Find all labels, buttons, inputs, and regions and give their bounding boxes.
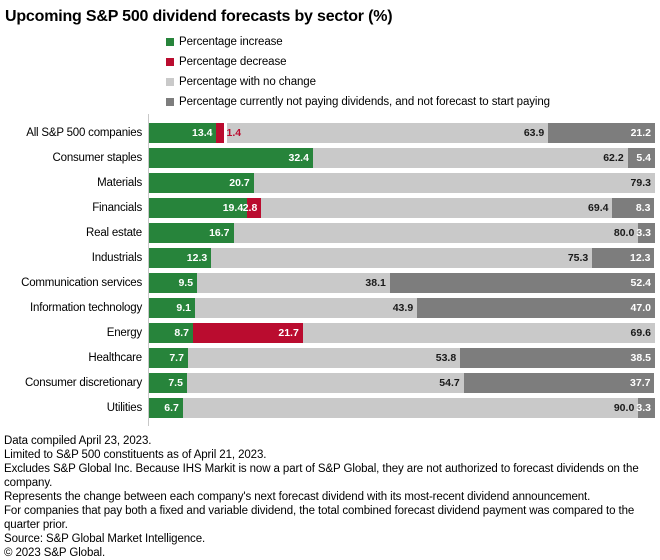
footnote-line: Represents the change between each compa… — [4, 491, 591, 503]
chart-row: Financials 19.4 2.8 69.4 8.3 — [0, 195, 660, 220]
bar-track: 20.7 79.3 — [149, 172, 655, 193]
chart-row: Consumer staples 32.4 62.2 5.4 — [0, 145, 660, 170]
bar-track: 6.7 90.0 3.3 — [149, 397, 655, 418]
bar-track: 7.7 53.8 38.5 — [149, 347, 655, 368]
legend-label-no-change: Percentage with no change — [179, 76, 316, 88]
category-label: Communication services — [21, 276, 142, 289]
legend-item-increase: Percentage increase — [166, 32, 660, 52]
bar-segment-no_change: 38.1 — [197, 272, 390, 293]
category-label: Consumer discretionary — [24, 376, 142, 389]
legend-label-increase: Percentage increase — [179, 36, 283, 48]
bar-segment-not_paying: 47.0 — [417, 297, 655, 318]
bar-segment-no_change: 54.7 — [186, 372, 464, 393]
footnote-line: Limited to S&P 500 constituents as of Ap… — [4, 449, 267, 461]
bar-segment-no_change: 69.4 — [261, 197, 613, 218]
category-label: Information technology — [30, 301, 142, 314]
chart-row: Information technology 9.1 43.9 47.0 — [0, 295, 660, 320]
bar-segment-not_paying: 21.2 — [548, 122, 655, 143]
bar-segment-increase: 32.4 — [149, 147, 313, 168]
footnote-line: Data compiled April 23, 2023. — [4, 435, 152, 447]
bar-value-label-outside: 1.4 — [224, 123, 242, 143]
legend-swatch-not-paying-icon — [166, 98, 174, 106]
bar-segment-increase: 7.5 — [149, 372, 187, 393]
bar-segment-not_paying: 38.5 — [460, 347, 655, 368]
category-label: Materials — [97, 176, 142, 189]
legend-label-decrease: Percentage decrease — [179, 56, 287, 68]
chart-row: Industrials 12.3 75.3 12.3 — [0, 245, 660, 270]
bar-segment-increase: 12.3 — [149, 247, 212, 268]
bar-segment-no_change: 79.3 — [253, 172, 655, 193]
chart-row: Real estate 16.7 80.0 3.3 — [0, 220, 660, 245]
footnotes: Data compiled April 23, 2023. Limited to… — [0, 426, 660, 560]
category-label: Real estate — [86, 226, 142, 239]
legend-item-decrease: Percentage decrease — [166, 52, 660, 72]
bar-segment-no_change: 43.9 — [195, 297, 418, 318]
bar-segment-increase: 9.1 — [149, 297, 196, 318]
footnote-line: For companies that pay both a fixed and … — [4, 505, 635, 531]
chart-row: Materials 20.7 79.3 — [0, 170, 660, 195]
bar-segment-decrease: 21.7 — [193, 322, 303, 343]
bar-segment-increase: 19.4 — [149, 197, 248, 218]
bar-segment-not_paying: 3.3 — [636, 397, 655, 418]
chart-row: Consumer discretionary 7.5 54.7 37.7 — [0, 370, 660, 395]
chart-rows: All S&P 500 companies13.41.463.921.2Cons… — [0, 120, 660, 420]
bar-track: 12.3 75.3 12.3 — [149, 247, 655, 268]
footnote-line: © 2023 S&P Global. — [4, 547, 106, 559]
chart-row: Healthcare 7.7 53.8 38.5 — [0, 345, 660, 370]
legend-swatch-decrease-icon — [166, 58, 174, 66]
category-label: Energy — [106, 326, 142, 339]
legend-label-not-paying: Percentage currently not paying dividend… — [179, 96, 550, 108]
bar-track: 8.7 21.7 69.6 — [149, 322, 655, 343]
bar-segment-decrease: 2.8 — [243, 197, 262, 218]
bar-segment-increase: 13.4 — [149, 122, 217, 143]
bar-segment-decrease — [216, 122, 224, 143]
bar-segment-not_paying: 5.4 — [627, 147, 655, 168]
bar-segment-no_change: 53.8 — [187, 347, 461, 368]
legend-item-not-paying: Percentage currently not paying dividend… — [166, 92, 660, 112]
legend-swatch-no-change-icon — [166, 78, 174, 86]
bar-track: 19.4 2.8 69.4 8.3 — [149, 197, 655, 218]
bar-segment-no_change: 63.9 — [226, 122, 549, 143]
bar-track: 9.1 43.9 47.0 — [149, 297, 655, 318]
chart-row: Utilities 6.7 90.0 3.3 — [0, 395, 660, 420]
bar-segment-not_paying: 52.4 — [389, 272, 655, 293]
bar-chart: All S&P 500 companies13.41.463.921.2Cons… — [0, 114, 660, 426]
bar-track: 7.5 54.7 37.7 — [149, 372, 655, 393]
bar-track: 9.5 38.1 52.4 — [149, 272, 655, 293]
legend-swatch-increase-icon — [166, 38, 174, 46]
bar-track: 32.4 62.2 5.4 — [149, 147, 655, 168]
bar-segment-no_change: 80.0 — [233, 222, 639, 243]
category-label: Financials — [92, 201, 142, 214]
chart-title: Upcoming S&P 500 dividend forecasts by s… — [5, 8, 393, 25]
bar-segment-not_paying: 8.3 — [612, 197, 655, 218]
bar-track: 13.4 1.463.921.2 — [149, 122, 655, 143]
category-label: Utilities — [106, 401, 142, 414]
bar-segment-increase: 9.5 — [149, 272, 198, 293]
chart-row: Energy 8.7 21.7 69.6 — [0, 320, 660, 345]
bar-segment-increase: 7.7 — [149, 347, 188, 368]
bar-segment-not_paying: 37.7 — [463, 372, 655, 393]
chart-row: Communication services 9.5 38.1 52.4 — [0, 270, 660, 295]
category-label: All S&P 500 companies — [26, 126, 142, 139]
legend-item-no-change: Percentage with no change — [166, 72, 660, 92]
bar-segment-not_paying: 12.3 — [592, 247, 655, 268]
legend: Percentage increase Percentage decrease … — [166, 32, 660, 112]
bar-segment-no_change: 90.0 — [182, 397, 639, 418]
category-label: Consumer staples — [52, 151, 143, 164]
category-label: Industrials — [91, 251, 142, 264]
bar-segment-increase: 6.7 — [149, 397, 183, 418]
bar-segment-increase: 20.7 — [149, 172, 254, 193]
bar-track: 16.7 80.0 3.3 — [149, 222, 655, 243]
bar-segment-no_change: 62.2 — [312, 147, 628, 168]
bar-segment-not_paying: 3.3 — [636, 222, 655, 243]
bar-segment-increase: 8.7 — [149, 322, 194, 343]
footnote-line: Source: S&P Global Market Intelligence. — [4, 533, 206, 545]
footnote-line: Excludes S&P Global Inc. Because IHS Mar… — [4, 463, 639, 489]
chart-row: All S&P 500 companies 13.4 1.463.921.2 — [0, 120, 660, 145]
bar-segment-increase: 16.7 — [149, 222, 234, 243]
bar-segment-no_change: 69.6 — [302, 322, 655, 343]
category-label: Healthcare — [88, 351, 142, 364]
bar-segment-no_change: 75.3 — [211, 247, 593, 268]
